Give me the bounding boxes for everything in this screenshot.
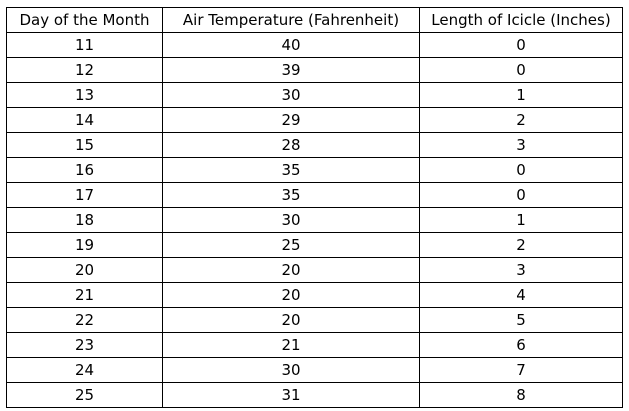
- icicle-length-cell: 5: [419, 307, 623, 333]
- icicle-length-cell: 3: [419, 132, 623, 158]
- day-cell: 12: [6, 57, 163, 83]
- temperature-cell: 35: [162, 157, 420, 183]
- temperature-cell: 40: [162, 32, 420, 58]
- icicle-length-cell: 8: [419, 382, 623, 408]
- day-cell: 22: [6, 307, 163, 333]
- table-row: 19 25 2: [6, 232, 623, 258]
- header-icicle-length: Length of Icicle (Inches): [419, 7, 623, 33]
- temperature-cell: 31: [162, 382, 420, 408]
- icicle-length-cell: 0: [419, 32, 623, 58]
- icicle-length-cell: 3: [419, 257, 623, 283]
- temperature-cell: 28: [162, 132, 420, 158]
- table-row: 21 20 4: [6, 282, 623, 308]
- day-cell: 25: [6, 382, 163, 408]
- icicle-data-table: Day of the Month Air Temperature (Fahren…: [6, 7, 623, 408]
- table-row: 11 40 0: [6, 32, 623, 58]
- temperature-cell: 20: [162, 282, 420, 308]
- table-row: 23 21 6: [6, 332, 623, 358]
- table-row: 17 35 0: [6, 182, 623, 208]
- day-cell: 16: [6, 157, 163, 183]
- header-air-temperature: Air Temperature (Fahrenheit): [162, 7, 420, 33]
- table-row: 16 35 0: [6, 157, 623, 183]
- header-row: Day of the Month Air Temperature (Fahren…: [6, 7, 623, 33]
- icicle-length-cell: 0: [419, 157, 623, 183]
- day-cell: 15: [6, 132, 163, 158]
- table-row: 14 29 2: [6, 107, 623, 133]
- icicle-length-cell: 2: [419, 232, 623, 258]
- icicle-length-cell: 1: [419, 82, 623, 108]
- icicle-length-cell: 6: [419, 332, 623, 358]
- table-row: 24 30 7: [6, 357, 623, 383]
- icicle-length-cell: 7: [419, 357, 623, 383]
- temperature-cell: 30: [162, 357, 420, 383]
- day-cell: 13: [6, 82, 163, 108]
- day-cell: 18: [6, 207, 163, 233]
- icicle-length-cell: 0: [419, 182, 623, 208]
- table-row: 12 39 0: [6, 57, 623, 83]
- day-cell: 20: [6, 257, 163, 283]
- icicle-length-cell: 4: [419, 282, 623, 308]
- table-row: 22 20 5: [6, 307, 623, 333]
- table-row: 13 30 1: [6, 82, 623, 108]
- day-cell: 23: [6, 332, 163, 358]
- temperature-cell: 21: [162, 332, 420, 358]
- temperature-cell: 20: [162, 257, 420, 283]
- temperature-cell: 29: [162, 107, 420, 133]
- table-row: 18 30 1: [6, 207, 623, 233]
- day-cell: 14: [6, 107, 163, 133]
- day-cell: 21: [6, 282, 163, 308]
- day-cell: 17: [6, 182, 163, 208]
- icicle-length-cell: 2: [419, 107, 623, 133]
- day-cell: 24: [6, 357, 163, 383]
- temperature-cell: 30: [162, 207, 420, 233]
- header-day-of-month: Day of the Month: [6, 7, 163, 33]
- table-row: 15 28 3: [6, 132, 623, 158]
- icicle-length-cell: 0: [419, 57, 623, 83]
- day-cell: 19: [6, 232, 163, 258]
- temperature-cell: 35: [162, 182, 420, 208]
- temperature-cell: 20: [162, 307, 420, 333]
- icicle-length-cell: 1: [419, 207, 623, 233]
- temperature-cell: 30: [162, 82, 420, 108]
- table-row: 25 31 8: [6, 382, 623, 408]
- day-cell: 11: [6, 32, 163, 58]
- temperature-cell: 25: [162, 232, 420, 258]
- temperature-cell: 39: [162, 57, 420, 83]
- table-row: 20 20 3: [6, 257, 623, 283]
